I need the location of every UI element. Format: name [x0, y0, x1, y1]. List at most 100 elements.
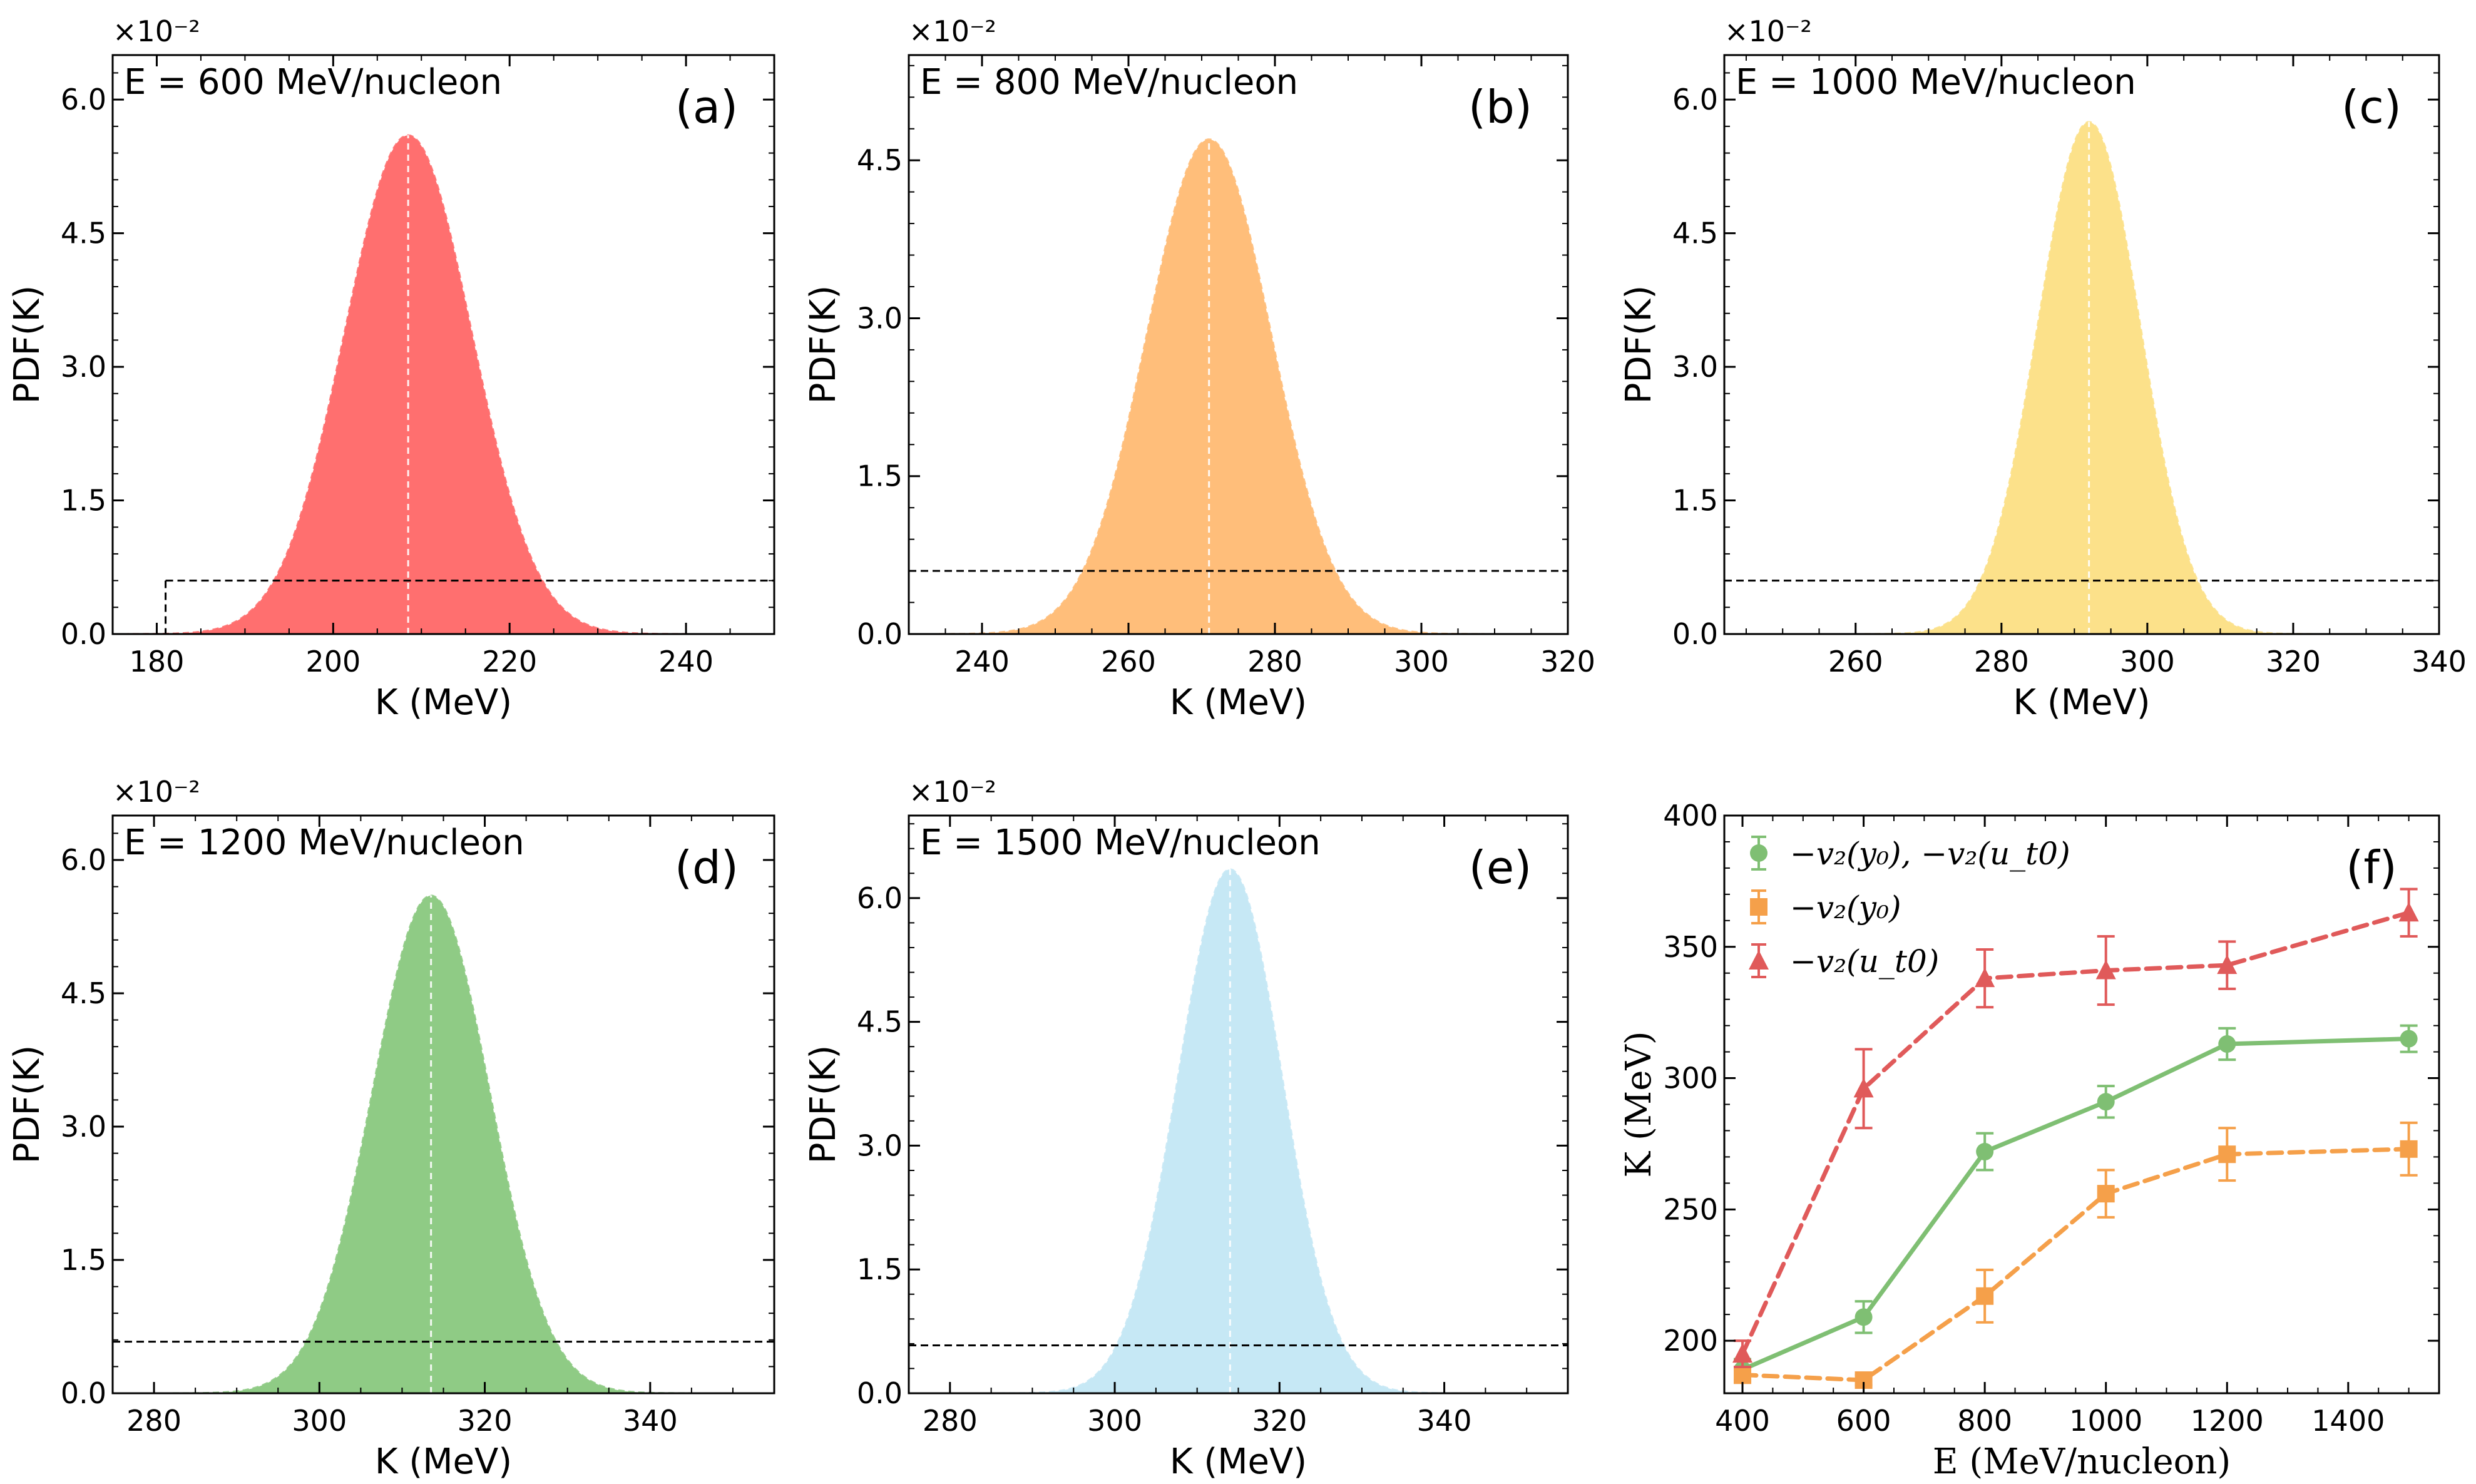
plot-frame: [111, 54, 775, 635]
x-tick-label: 220: [482, 645, 537, 678]
y-tick-label: 6.0: [61, 83, 106, 116]
x-tick-label: 260: [1828, 645, 1883, 678]
x-tick-label: 280: [126, 1404, 182, 1438]
x-tick-label: 240: [658, 645, 714, 678]
x-tick-label: 280: [1974, 645, 2029, 678]
y-tick-label: 6.0: [61, 843, 106, 877]
plot-frame: [1723, 54, 2440, 635]
legend-marker: [1750, 844, 1767, 862]
y-tick-label: 3.0: [61, 350, 106, 384]
y-tick-label: 1.5: [857, 1252, 903, 1286]
legend-marker: [1750, 898, 1767, 916]
panel-d: 280 300 320 340 0.0 1.5 3.0 4.5 6.0 K (MeV) PDF(K)…: [7, 775, 775, 1482]
x-tick-label: 300: [2120, 645, 2175, 678]
data-point: [2218, 1035, 2236, 1053]
x-tick-label: 300: [1087, 1404, 1142, 1438]
y-tick-label: 0.0: [61, 617, 106, 651]
data-point: [2218, 1145, 2236, 1164]
x-tick-label: 320: [458, 1404, 513, 1438]
y-tick-label: 0.0: [857, 617, 903, 651]
legend: −v₂(y₀), −v₂(u_t0) −v₂(y₀) −v₂(u_t0): [1749, 836, 2070, 980]
pdf-area: [113, 896, 774, 1393]
data-point: [1853, 1078, 1874, 1098]
y-tick-label: 1.5: [61, 1243, 106, 1277]
data-point: [1976, 1143, 1994, 1161]
x-tick-label: 340: [2412, 645, 2467, 678]
y-tick-label: 4.5: [61, 976, 106, 1010]
energy-annotation: E = 1500 MeV/nucleon: [920, 822, 1321, 863]
series-2: [1732, 888, 2419, 1369]
x-axis-label: K (MeV): [375, 682, 512, 723]
data-point: [2398, 902, 2419, 922]
y-tick-label: 3.0: [857, 1128, 903, 1162]
x-tick-label: 600: [1836, 1404, 1891, 1438]
panel-e: 280 300 320 340 0.0 1.5 3.0 4.5 6.0 K (MeV) PDF(K)…: [803, 775, 1569, 1482]
energy-annotation: E = 800 MeV/nucleon: [920, 62, 1298, 103]
y-tick-label: 4.5: [61, 217, 106, 250]
y-tick-label: 350: [1663, 930, 1718, 964]
data-point: [1854, 1308, 1873, 1326]
panel-label: (a): [675, 81, 738, 133]
y-tick-label: 4.5: [857, 1005, 903, 1039]
y-tick-label: 4.5: [857, 143, 903, 177]
series-1: [1734, 1121, 2418, 1389]
pdf-area: [113, 135, 774, 635]
panel-label: (d): [675, 841, 739, 894]
y-axis-label: K (MeV): [1619, 1031, 1659, 1177]
x-tick-label: 320: [1252, 1404, 1307, 1438]
y-tick-label: 3.0: [61, 1110, 106, 1144]
x-tick-label: 320: [2266, 645, 2321, 678]
panel-label: (f): [2346, 841, 2397, 894]
y-tick-label: 1.5: [857, 459, 903, 493]
data-point: [2097, 1185, 2115, 1203]
energy-annotation: E = 1200 MeV/nucleon: [124, 822, 524, 863]
y-axis-label: PDF(K): [7, 1045, 48, 1164]
x-tick-label: 280: [923, 1404, 978, 1438]
y-axis-label: PDF(K): [1619, 285, 1659, 404]
panel-label: (b): [1468, 81, 1532, 133]
x-tick-label: 240: [954, 645, 1010, 678]
data-point: [2400, 1030, 2418, 1048]
x-axis-label: K (MeV): [1170, 682, 1307, 723]
x-tick-label: 280: [1247, 645, 1302, 678]
x-tick-label: 260: [1101, 645, 1156, 678]
x-tick-label: 320: [1540, 645, 1595, 678]
energy-annotation: E = 600 MeV/nucleon: [124, 62, 502, 103]
y-axis-label: PDF(K): [803, 285, 844, 404]
legend-marker: [1749, 950, 1769, 970]
panel-label: (e): [1469, 841, 1532, 894]
x-axis-label: K (MeV): [375, 1441, 512, 1482]
x-axis-label: K (MeV): [2013, 682, 2150, 723]
y-axis-label: PDF(K): [7, 285, 48, 404]
x-tick-label: 300: [1394, 645, 1449, 678]
y-tick-label: 200: [1663, 1324, 1718, 1358]
y-tick-label: 0.0: [1672, 617, 1718, 651]
data-point: [2095, 959, 2116, 980]
data-point: [1976, 1287, 1994, 1305]
pdf-curve: [909, 868, 1568, 1394]
data-point: [2400, 1140, 2418, 1158]
y-multiplier: ×10⁻²: [1724, 14, 1812, 48]
panel-c: 260 280 300 320 340 0.0 1.5 3.0 4.5 6.0 K (MeV) PDF…: [1619, 14, 2467, 723]
series-line: [1740, 910, 2412, 1356]
legend-label: −v₂(u_t0): [1790, 943, 1939, 980]
pdf-curve: [909, 138, 1568, 635]
y-tick-label: 1.5: [1672, 484, 1718, 518]
x-tick-label: 340: [623, 1404, 678, 1438]
data-point: [2097, 1093, 2115, 1111]
data-point: [1732, 1343, 1753, 1363]
x-axis-label: K (MeV): [1170, 1441, 1307, 1482]
y-tick-label: 6.0: [1672, 83, 1718, 116]
x-tick-label: 1400: [2311, 1404, 2385, 1438]
panel-a: 180 200 220 240 0.0 1.5 3.0 4.5 6.0 K (MeV) PDF(K)…: [7, 14, 775, 723]
y-tick-label: 3.0: [857, 301, 903, 335]
panel-label: (c): [2341, 81, 2402, 133]
panel-f: 400 600 800 1000 1200 1400 200 250 300 350 400 E (M…: [1619, 799, 2440, 1482]
y-tick-label: 4.5: [1672, 217, 1718, 250]
panel-b: 240 260 280 300 320 0.0 1.5 3.0 4.5 K (MeV) PDF(K)…: [803, 14, 1595, 723]
y-tick-label: 400: [1663, 799, 1718, 832]
pdf-area: [1724, 122, 2439, 634]
series-line: [1740, 1147, 2412, 1383]
pdf-area: [909, 869, 1568, 1393]
